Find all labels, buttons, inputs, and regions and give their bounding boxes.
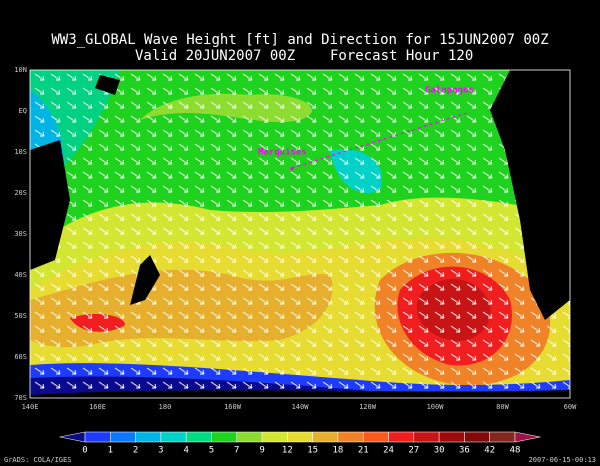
colorbar-swatch [185,431,212,443]
lon-label: 180 [159,403,172,411]
lat-label: EQ [19,107,27,115]
colorbar-label: 36 [459,446,470,456]
land [130,255,160,305]
colorbar-label: 0 [82,446,87,456]
land [490,70,570,320]
colorbar: 0 1 2 3 4 5 7 9 12 15 18 21 24 27 30 36 42 48 [59,431,541,456]
forecast-hour: Forecast Hour 120 [330,48,473,64]
colorbar-label: 48 [510,446,521,456]
colorbar-label: 1 [108,446,113,456]
lon-label: 140W [292,403,310,411]
colorbar-label: 21 [358,446,369,456]
lat-label: 10N [14,66,27,74]
colorbar-end [59,431,86,443]
colorbar-swatch [84,431,111,443]
colorbar-label: 2 [133,446,138,456]
colorbar-label: 12 [282,446,293,456]
colorbar-label: 9 [259,446,264,456]
place-label: Galapagos [425,86,474,96]
timestamp: 2007-06-15-00:13 [529,456,596,464]
colorbar-label: 3 [158,446,163,456]
colorbar-swatch [287,431,313,443]
lon-label: 80W [496,403,509,411]
lat-label: 20S [14,189,27,197]
place-label: Marquises [258,147,307,158]
colorbar-swatch [261,431,288,443]
lon-label: 120W [359,403,377,411]
colorbar-swatch [312,431,339,443]
lon-label: 160W [224,403,242,411]
colorbar-swatch [135,431,162,443]
land [30,390,570,398]
colorbar-label: 4 [183,446,188,456]
lat-label: 50S [14,312,27,320]
colorbar-swatch [211,431,238,443]
lon-label: 140E [22,403,39,411]
direction-arrows [30,70,570,398]
lat-label: 10S [14,148,27,156]
colorbar-swatch [362,431,389,443]
colorbar-label: 30 [434,446,445,456]
valid-time: Valid 20JUN2007 00Z [135,48,295,64]
colorbar-swatch [337,431,364,443]
lat-label: 30S [14,230,27,238]
lat-label: 40S [14,271,27,279]
colorbar-swatch [160,431,187,443]
lat-label: 60S [14,353,27,361]
title: WW3_GLOBAL Wave Height [ft] and Directio… [51,32,548,48]
colorbar-swatch [110,431,136,443]
colorbar-label: 15 [307,446,318,456]
colorbar-swatch [236,431,263,443]
colorbar-swatch [438,431,465,443]
credit: GrADS: COLA/IGES [4,456,71,464]
lon-label: 160E [89,403,106,411]
colorbar-swatch [388,431,415,443]
colorbar-swatch [413,431,440,443]
lon-label: 100W [427,403,445,411]
land [95,75,120,95]
route-line [291,111,471,169]
colorbar-swatch [464,431,490,443]
colorbar-label: 24 [383,446,394,456]
map-frame [29,69,571,399]
lat-label: 70S [14,394,27,402]
lon-label: 60W [564,403,577,411]
colorbar-swatch [489,431,516,443]
colorbar-label: 27 [408,446,419,456]
colorbar-label: 42 [484,446,495,456]
land [30,140,70,270]
wave-field [30,70,570,398]
colorbar-end [514,431,541,443]
star: ★ [289,163,295,174]
colorbar-label: 7 [234,446,239,456]
colorbar-label: 18 [333,446,344,456]
colorbar-label: 5 [209,446,214,456]
